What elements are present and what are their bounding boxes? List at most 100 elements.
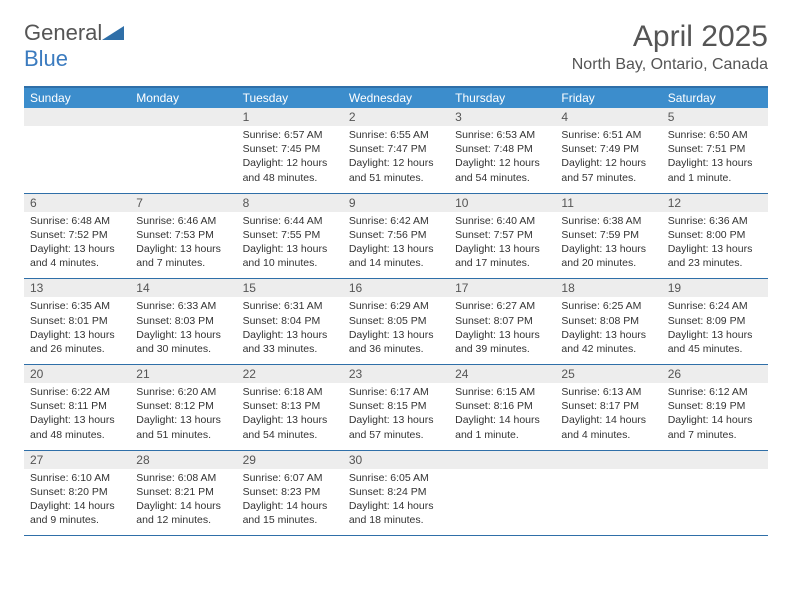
sunrise-line: Sunrise: 6:48 AM <box>30 214 124 228</box>
logo-part1: General <box>24 20 102 45</box>
day-detail-cell: Sunrise: 6:46 AMSunset: 7:53 PMDaylight:… <box>130 212 236 279</box>
day-detail-cell: Sunrise: 6:15 AMSunset: 8:16 PMDaylight:… <box>449 383 555 450</box>
sunrise-line: Sunrise: 6:07 AM <box>243 471 337 485</box>
dow-thursday: Thursday <box>449 87 555 108</box>
sunset-line: Sunset: 7:48 PM <box>455 142 549 156</box>
daylight-line: Daylight: 13 hours and 10 minutes. <box>243 242 337 270</box>
dow-tuesday: Tuesday <box>237 87 343 108</box>
day-detail-cell: Sunrise: 6:12 AMSunset: 8:19 PMDaylight:… <box>662 383 768 450</box>
day-number-cell: 6 <box>24 193 130 212</box>
day-detail-cell: Sunrise: 6:17 AMSunset: 8:15 PMDaylight:… <box>343 383 449 450</box>
sunrise-line: Sunrise: 6:27 AM <box>455 299 549 313</box>
day-detail-cell: Sunrise: 6:35 AMSunset: 8:01 PMDaylight:… <box>24 297 130 364</box>
day-detail-cell: Sunrise: 6:08 AMSunset: 8:21 PMDaylight:… <box>130 469 236 536</box>
sunset-line: Sunset: 8:03 PM <box>136 314 230 328</box>
day-number-cell: 29 <box>237 450 343 469</box>
sunset-line: Sunset: 8:11 PM <box>30 399 124 413</box>
sunset-line: Sunset: 7:49 PM <box>561 142 655 156</box>
daylight-line: Daylight: 14 hours and 15 minutes. <box>243 499 337 527</box>
daylight-line: Daylight: 13 hours and 57 minutes. <box>349 413 443 441</box>
day-number-cell <box>449 450 555 469</box>
day-number-cell <box>130 108 236 126</box>
day-detail-cell: Sunrise: 6:18 AMSunset: 8:13 PMDaylight:… <box>237 383 343 450</box>
sunset-line: Sunset: 8:23 PM <box>243 485 337 499</box>
daylight-line: Daylight: 13 hours and 48 minutes. <box>30 413 124 441</box>
day-detail-cell: Sunrise: 6:51 AMSunset: 7:49 PMDaylight:… <box>555 126 661 193</box>
sunset-line: Sunset: 8:05 PM <box>349 314 443 328</box>
sunrise-line: Sunrise: 6:22 AM <box>30 385 124 399</box>
location: North Bay, Ontario, Canada <box>572 56 768 74</box>
day-number-cell: 13 <box>24 279 130 298</box>
sunset-line: Sunset: 8:16 PM <box>455 399 549 413</box>
daylight-line: Daylight: 14 hours and 18 minutes. <box>349 499 443 527</box>
day-detail-cell: Sunrise: 6:22 AMSunset: 8:11 PMDaylight:… <box>24 383 130 450</box>
sunrise-line: Sunrise: 6:44 AM <box>243 214 337 228</box>
sunrise-line: Sunrise: 6:10 AM <box>30 471 124 485</box>
month-title: April 2025 <box>572 20 768 54</box>
sunset-line: Sunset: 8:00 PM <box>668 228 762 242</box>
day-number-cell <box>662 450 768 469</box>
daylight-line: Daylight: 12 hours and 51 minutes. <box>349 156 443 184</box>
day-number-cell: 2 <box>343 108 449 126</box>
sunrise-line: Sunrise: 6:42 AM <box>349 214 443 228</box>
daylight-line: Daylight: 13 hours and 17 minutes. <box>455 242 549 270</box>
day-number-cell: 14 <box>130 279 236 298</box>
day-number-cell: 22 <box>237 365 343 384</box>
day-detail-cell: Sunrise: 6:57 AMSunset: 7:45 PMDaylight:… <box>237 126 343 193</box>
dow-sunday: Sunday <box>24 87 130 108</box>
logo-part2: Blue <box>24 46 68 71</box>
sunrise-line: Sunrise: 6:15 AM <box>455 385 549 399</box>
logo: General Blue <box>24 20 124 72</box>
week-0-details: Sunrise: 6:57 AMSunset: 7:45 PMDaylight:… <box>24 126 768 193</box>
day-number-cell: 5 <box>662 108 768 126</box>
sunset-line: Sunset: 7:47 PM <box>349 142 443 156</box>
sunset-line: Sunset: 7:56 PM <box>349 228 443 242</box>
sunrise-line: Sunrise: 6:13 AM <box>561 385 655 399</box>
sunrise-line: Sunrise: 6:12 AM <box>668 385 762 399</box>
daylight-line: Daylight: 13 hours and 51 minutes. <box>136 413 230 441</box>
calendar-table: SundayMondayTuesdayWednesdayThursdayFrid… <box>24 86 768 536</box>
dow-row: SundayMondayTuesdayWednesdayThursdayFrid… <box>24 87 768 108</box>
day-number-cell: 7 <box>130 193 236 212</box>
week-3-details: Sunrise: 6:22 AMSunset: 8:11 PMDaylight:… <box>24 383 768 450</box>
sunset-line: Sunset: 8:20 PM <box>30 485 124 499</box>
daylight-line: Daylight: 14 hours and 4 minutes. <box>561 413 655 441</box>
daylight-line: Daylight: 13 hours and 14 minutes. <box>349 242 443 270</box>
day-number-cell: 10 <box>449 193 555 212</box>
daylight-line: Daylight: 13 hours and 1 minute. <box>668 156 762 184</box>
sunset-line: Sunset: 7:51 PM <box>668 142 762 156</box>
sunrise-line: Sunrise: 6:55 AM <box>349 128 443 142</box>
day-number-cell: 25 <box>555 365 661 384</box>
day-detail-cell: Sunrise: 6:10 AMSunset: 8:20 PMDaylight:… <box>24 469 130 536</box>
sunset-line: Sunset: 7:45 PM <box>243 142 337 156</box>
daylight-line: Daylight: 13 hours and 39 minutes. <box>455 328 549 356</box>
day-detail-cell: Sunrise: 6:50 AMSunset: 7:51 PMDaylight:… <box>662 126 768 193</box>
sunset-line: Sunset: 8:17 PM <box>561 399 655 413</box>
sunrise-line: Sunrise: 6:46 AM <box>136 214 230 228</box>
day-detail-cell: Sunrise: 6:44 AMSunset: 7:55 PMDaylight:… <box>237 212 343 279</box>
daylight-line: Daylight: 12 hours and 54 minutes. <box>455 156 549 184</box>
day-detail-cell: Sunrise: 6:07 AMSunset: 8:23 PMDaylight:… <box>237 469 343 536</box>
week-4-numbers: 27282930 <box>24 450 768 469</box>
sunset-line: Sunset: 8:24 PM <box>349 485 443 499</box>
sunset-line: Sunset: 7:57 PM <box>455 228 549 242</box>
day-detail-cell: Sunrise: 6:20 AMSunset: 8:12 PMDaylight:… <box>130 383 236 450</box>
daylight-line: Daylight: 12 hours and 57 minutes. <box>561 156 655 184</box>
sunset-line: Sunset: 8:04 PM <box>243 314 337 328</box>
day-detail-cell: Sunrise: 6:38 AMSunset: 7:59 PMDaylight:… <box>555 212 661 279</box>
day-detail-cell <box>449 469 555 536</box>
sunrise-line: Sunrise: 6:18 AM <box>243 385 337 399</box>
sunset-line: Sunset: 8:01 PM <box>30 314 124 328</box>
day-number-cell <box>24 108 130 126</box>
day-detail-cell: Sunrise: 6:55 AMSunset: 7:47 PMDaylight:… <box>343 126 449 193</box>
day-number-cell: 26 <box>662 365 768 384</box>
daylight-line: Daylight: 13 hours and 36 minutes. <box>349 328 443 356</box>
week-2-numbers: 13141516171819 <box>24 279 768 298</box>
daylight-line: Daylight: 13 hours and 26 minutes. <box>30 328 124 356</box>
week-2-details: Sunrise: 6:35 AMSunset: 8:01 PMDaylight:… <box>24 297 768 364</box>
title-block: April 2025 North Bay, Ontario, Canada <box>572 20 768 74</box>
day-number-cell: 11 <box>555 193 661 212</box>
sunrise-line: Sunrise: 6:40 AM <box>455 214 549 228</box>
dow-friday: Friday <box>555 87 661 108</box>
week-3-numbers: 20212223242526 <box>24 365 768 384</box>
